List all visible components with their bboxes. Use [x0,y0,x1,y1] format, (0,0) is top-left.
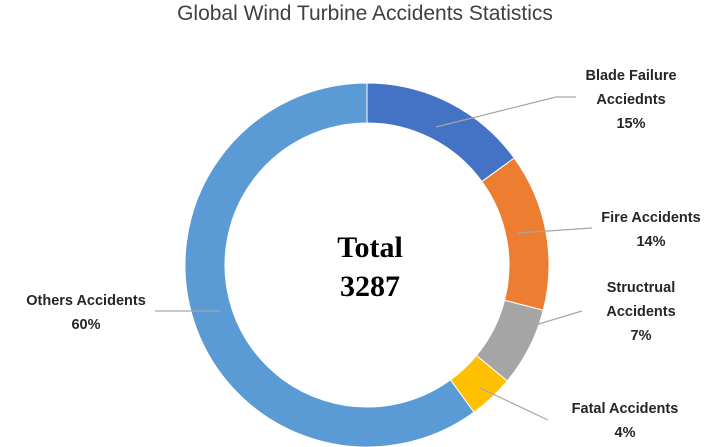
slice-percent-label-0: 15% [616,116,645,132]
slice-percent-label-4: 60% [71,317,100,333]
slice-label-0-line-1: Acciednts [596,92,665,108]
leader-line-2 [531,310,583,327]
slice-label-2-line-1: Accidents [606,304,675,320]
slice-percent-label-1: 14% [636,234,665,250]
leader-lines [155,96,593,421]
slice-label-0-line-0: Blade Failure [585,68,676,84]
donut-slices [184,82,550,447]
slice-labels: Blade Failure Acciednts 15% Fire Accidents 1… [26,68,700,441]
slice-label-2-line-0: Structrual [607,280,676,296]
slice-1 [481,157,550,311]
center-label-line-2: 3287 [340,270,400,303]
leader-line-3 [479,387,549,421]
center-label-line-1: Total [337,231,403,264]
slice-percent-label-3: 4% [615,425,636,441]
leader-line-0 [435,96,576,128]
slice-label-3-line-0: Fatal Accidents [572,401,679,417]
slice-4 [184,82,475,447]
slice-label-1-line-0: Fire Accidents [601,210,700,226]
slice-0 [366,82,515,183]
slice-label-4-line-0: Others Accidents [26,293,146,309]
chart-title: Global Wind Turbine Accidents Statistics [177,2,553,25]
leader-line-1 [517,227,593,234]
slice-percent-label-2: 7% [631,328,652,344]
